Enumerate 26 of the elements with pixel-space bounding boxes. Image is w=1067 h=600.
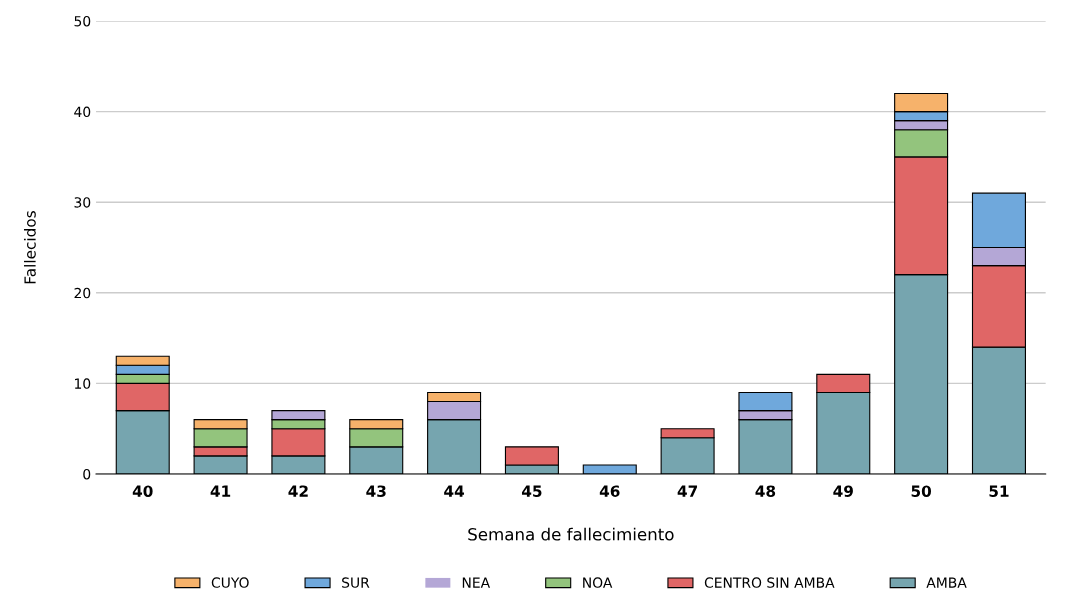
x-tick-label: 42 — [288, 485, 308, 497]
legend-label: NOA — [583, 577, 613, 588]
y-tick-label: 20 — [74, 287, 91, 299]
y-tick-label: 40 — [74, 106, 91, 118]
x-tick-label: 44 — [444, 485, 465, 497]
y-tick-label: 30 — [74, 197, 91, 208]
x-tick-label: 41 — [210, 485, 231, 497]
x-tick-label: 51 — [989, 485, 1009, 497]
x-tick-label: 45 — [521, 485, 542, 497]
y-axis-title: Fallecidos — [23, 211, 36, 284]
legend-label: CUYO — [211, 577, 249, 588]
x-tick-label: 47 — [677, 485, 698, 497]
x-tick-label: 40 — [132, 485, 153, 497]
x-axis-title: Semana de fallecimiento — [468, 527, 674, 541]
legend-label: SUR — [342, 577, 370, 588]
legend-label: AMBA — [926, 577, 967, 588]
legend-label: NEA — [462, 577, 491, 588]
legend-label: CENTRO SIN AMBA — [704, 577, 835, 588]
x-tick-label: 43 — [366, 485, 386, 497]
y-tick-label: 10 — [75, 378, 91, 389]
x-tick-label: 46 — [599, 485, 620, 497]
x-tick-label: 49 — [833, 485, 853, 497]
x-tick-label: 48 — [755, 485, 776, 497]
y-tick-label: 50 — [74, 15, 91, 27]
x-tick-label: 50 — [911, 485, 932, 497]
y-tick-label: 0 — [83, 468, 91, 480]
